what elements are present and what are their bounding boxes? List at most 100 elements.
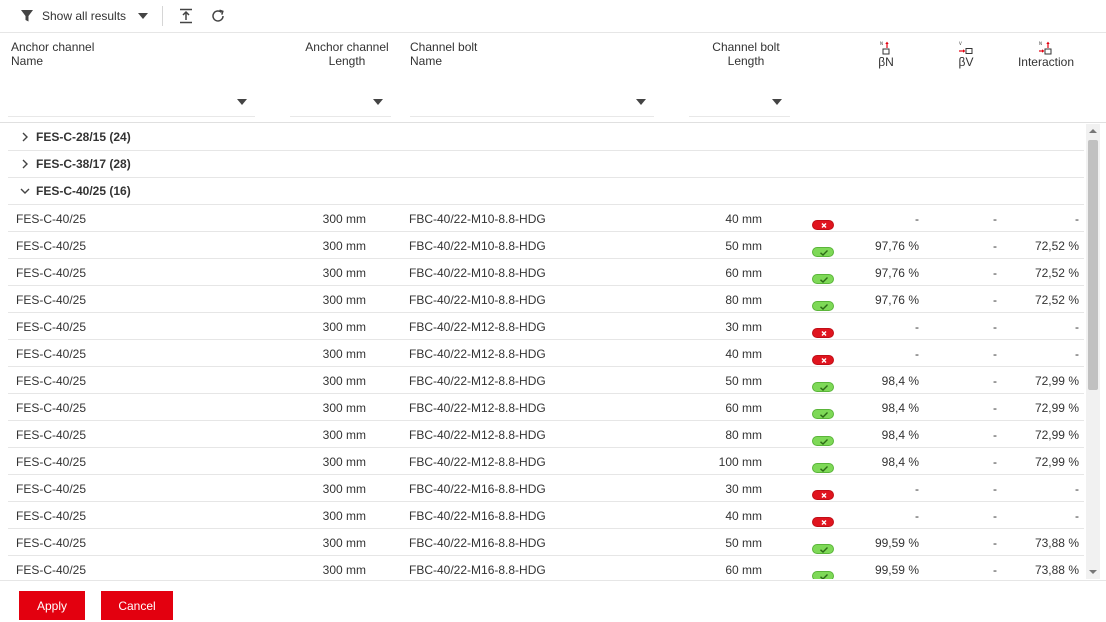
cell-anchor-length: 300 mm	[322, 347, 366, 361]
table-row[interactable]: FES-C-40/25 300 mm FBC-40/22-M16-8.8-HDG 60…	[8, 556, 1084, 579]
cell-bolt-name: FBC-40/22-M12-8.8-HDG	[409, 347, 546, 361]
header-bolt-name[interactable]: Channel bolt Name	[410, 40, 477, 68]
cell-bolt-name: FBC-40/22-M16-8.8-HDG	[409, 563, 546, 577]
cell-interaction: -	[1075, 212, 1079, 226]
cell-bolt-name: FBC-40/22-M16-8.8-HDG	[409, 509, 546, 523]
scrollbar-thumb[interactable]	[1088, 140, 1098, 390]
header-anchor-name[interactable]: Anchor channel Name	[11, 40, 94, 68]
table-row[interactable]: FES-C-40/25 300 mm FBC-40/22-M12-8.8-HDG 40…	[8, 340, 1084, 367]
header-anchor-length[interactable]: Anchor channel Length	[297, 40, 397, 68]
cell-anchor-length: 300 mm	[322, 563, 366, 577]
table-row[interactable]: FES-C-40/25 300 mm FBC-40/22-M10-8.8-HDG 40…	[8, 205, 1084, 232]
table-row[interactable]: FES-C-40/25 300 mm FBC-40/22-M12-8.8-HDG 30…	[8, 313, 1084, 340]
cell-bolt-name: FBC-40/22-M12-8.8-HDG	[409, 320, 546, 334]
chevron-down-icon	[636, 99, 646, 105]
table-row[interactable]: FES-C-40/25 300 mm FBC-40/22-M12-8.8-HDG 80…	[8, 421, 1084, 448]
table-row[interactable]: FES-C-40/25 300 mm FBC-40/22-M10-8.8-HDG 60…	[8, 259, 1084, 286]
cell-beta-n: -	[915, 347, 919, 361]
cell-bolt-name: FBC-40/22-M10-8.8-HDG	[409, 266, 546, 280]
status-fail-badge	[812, 517, 834, 527]
table-row[interactable]: FES-C-40/25 300 mm FBC-40/22-M10-8.8-HDG 80…	[8, 286, 1084, 313]
header-beta-v[interactable]: V βV	[956, 41, 976, 69]
table-row[interactable]: FES-C-40/25 300 mm FBC-40/22-M10-8.8-HDG 50…	[8, 232, 1084, 259]
cell-interaction: 72,52 %	[1034, 266, 1079, 280]
vertical-scrollbar[interactable]	[1086, 124, 1100, 579]
filter-anchor-length[interactable]	[290, 87, 391, 117]
header-anchor-length-line1: Anchor channel	[305, 40, 389, 54]
cell-beta-v: -	[993, 320, 997, 334]
filter-bolt-name[interactable]	[410, 87, 654, 117]
apply-button[interactable]: Apply	[19, 591, 85, 620]
cell-anchor-length: 300 mm	[322, 293, 366, 307]
table-row[interactable]: FES-C-40/25 300 mm FBC-40/22-M12-8.8-HDG 60…	[8, 394, 1084, 421]
svg-text:V: V	[959, 41, 962, 46]
show-results-dropdown[interactable]: Show all results	[0, 0, 158, 32]
cell-anchor-name: FES-C-40/25	[16, 266, 87, 280]
scroll-up-arrow-icon[interactable]	[1089, 128, 1097, 134]
table-row[interactable]: FES-C-40/25 300 mm FBC-40/22-M16-8.8-HDG 40…	[8, 502, 1084, 529]
check-icon	[820, 439, 828, 445]
table-row[interactable]: FES-C-40/25 300 mm FBC-40/22-M16-8.8-HDG 30…	[8, 475, 1084, 502]
svg-text:N: N	[880, 41, 883, 46]
cell-anchor-name: FES-C-40/25	[16, 347, 87, 361]
cell-interaction: 72,52 %	[1034, 293, 1079, 307]
cell-anchor-length: 300 mm	[322, 401, 366, 415]
refresh-button[interactable]	[205, 3, 231, 29]
cell-bolt-name: FBC-40/22-M10-8.8-HDG	[409, 293, 546, 307]
cell-beta-v: -	[993, 374, 997, 388]
cell-interaction: 73,88 %	[1034, 536, 1079, 550]
cell-beta-n: -	[915, 320, 919, 334]
header-anchor-name-line2: Name	[11, 54, 44, 68]
status-ok-badge	[812, 571, 834, 579]
x-icon	[821, 331, 827, 336]
cell-bolt-name: FBC-40/22-M12-8.8-HDG	[409, 374, 546, 388]
cell-anchor-length: 300 mm	[322, 536, 366, 550]
cell-bolt-length: 40 mm	[725, 212, 762, 226]
cell-interaction: -	[1075, 320, 1079, 334]
cell-interaction: -	[1075, 482, 1079, 496]
cell-interaction: 72,52 %	[1034, 239, 1079, 253]
filter-anchor-name[interactable]	[8, 87, 255, 117]
cell-beta-n: -	[915, 212, 919, 226]
rows-container: FES-C-40/25 300 mm FBC-40/22-M10-8.8-HDG 40…	[8, 205, 1084, 579]
chevron-down-icon	[373, 99, 383, 105]
table-row[interactable]: FES-C-40/25 300 mm FBC-40/22-M12-8.8-HDG 10…	[8, 448, 1084, 475]
group-row-fes-c-38-17[interactable]: FES-C-38/17 (28)	[8, 151, 1084, 178]
cell-anchor-name: FES-C-40/25	[16, 239, 87, 253]
group-row-fes-c-40-25[interactable]: FES-C-40/25 (16)	[8, 178, 1084, 205]
cell-bolt-length: 50 mm	[725, 374, 762, 388]
cell-anchor-name: FES-C-40/25	[16, 455, 87, 469]
check-icon	[820, 547, 828, 553]
header-bolt-length[interactable]: Channel bolt Length	[696, 40, 796, 68]
check-icon	[820, 277, 828, 283]
cell-beta-n: 99,59 %	[874, 536, 919, 550]
cell-bolt-length: 50 mm	[725, 536, 762, 550]
chevron-right-icon	[22, 159, 28, 169]
filter-icon	[21, 10, 33, 22]
collapse-all-button[interactable]	[173, 3, 199, 29]
group-row-fes-c-28-15[interactable]: FES-C-28/15 (24)	[8, 124, 1084, 151]
cell-anchor-name: FES-C-40/25	[16, 563, 87, 577]
cell-beta-v: -	[993, 482, 997, 496]
cell-beta-n: -	[915, 509, 919, 523]
show-results-label: Show all results	[42, 9, 127, 23]
table-row[interactable]: FES-C-40/25 300 mm FBC-40/22-M12-8.8-HDG 50…	[8, 367, 1084, 394]
filter-bolt-length[interactable]	[689, 87, 790, 117]
cell-anchor-name: FES-C-40/25	[16, 482, 87, 496]
cell-bolt-length: 30 mm	[725, 482, 762, 496]
scroll-down-arrow-icon[interactable]	[1089, 569, 1097, 575]
cell-bolt-name: FBC-40/22-M10-8.8-HDG	[409, 239, 546, 253]
cancel-button[interactable]: Cancel	[101, 591, 173, 620]
cell-beta-v: -	[993, 455, 997, 469]
cell-bolt-name: FBC-40/22-M12-8.8-HDG	[409, 428, 546, 442]
cell-interaction: 73,88 %	[1034, 563, 1079, 577]
header-interaction[interactable]: N Interaction	[1011, 41, 1081, 69]
header-beta-n[interactable]: N βN	[876, 41, 896, 69]
cell-beta-n: 98,4 %	[881, 428, 919, 442]
table-row[interactable]: FES-C-40/25 300 mm FBC-40/22-M16-8.8-HDG 50…	[8, 529, 1084, 556]
footer: Apply Cancel	[0, 580, 1106, 622]
check-icon	[820, 412, 828, 418]
check-icon	[820, 385, 828, 391]
x-icon	[821, 493, 827, 498]
shear-load-icon: V	[959, 41, 973, 54]
